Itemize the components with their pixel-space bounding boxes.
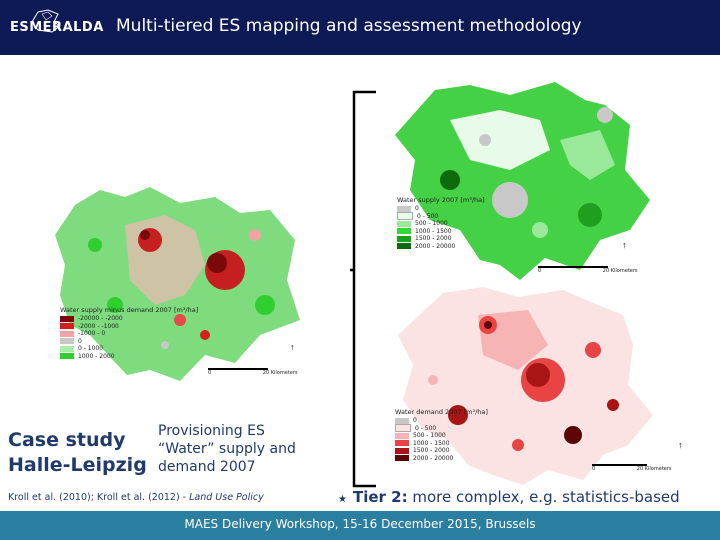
citation-text: Kroll et al. (2010); Kroll et al. (2012)… [8, 492, 190, 503]
scale-unit: Kilometers [644, 466, 672, 472]
legend-swatch [395, 417, 409, 424]
legend-swatch [60, 323, 74, 330]
tier-statement: ★ Tier 2: more complex, e.g. statistics-b… [338, 488, 680, 506]
legend-swatch [395, 447, 409, 454]
legend-label: 0 [415, 205, 419, 213]
legend-label: -1000 - 0 [78, 330, 106, 338]
top-right-map-scale-bar: 0 20 Kilometers [538, 266, 638, 274]
legend-label: 1000 - 1500 [413, 439, 450, 447]
left-map-scale-bar: 0 20 Kilometers [208, 368, 298, 376]
footer-bar: MAES Delivery Workshop, 15-16 December 2… [0, 511, 720, 540]
scale-unit: Kilometers [270, 370, 298, 376]
scale-zero: 0 [208, 370, 212, 376]
legend-label: 0 - 500 [415, 424, 437, 432]
legend-row: 1000 - 1500 [395, 440, 488, 448]
legend-swatch [397, 212, 413, 221]
legend-row: -20000 - -2000 [60, 315, 198, 323]
legend-label: 500 - 1000 [413, 432, 446, 440]
legend-row: 0 [395, 417, 488, 425]
scale-zero: 0 [538, 268, 542, 274]
legend-swatch [60, 345, 74, 352]
legend-row: 0 - 1000 [60, 345, 198, 353]
legend-row: 0 [397, 205, 485, 213]
legend-label: 2000 - 20000 [415, 242, 456, 250]
legend-swatch [395, 432, 409, 439]
legend-row: 2000 - 20000 [397, 243, 485, 251]
slide-title: Multi-tiered ES mapping and assessment m… [116, 16, 582, 36]
legend-swatch [395, 455, 409, 462]
legend-row: -1000 - 0 [60, 330, 198, 338]
legend-swatch [60, 338, 74, 345]
top-right-map-water-supply [395, 82, 650, 280]
legend-row: 500 - 1000 [395, 432, 488, 440]
citation: Kroll et al. (2010); Kroll et al. (2012)… [8, 492, 264, 503]
legend-label: 0 - 500 [417, 212, 439, 220]
legend-swatch [60, 315, 74, 322]
legend-label: -2000 - -1000 [78, 322, 119, 330]
provisioning-line1: Provisioning ES [158, 423, 265, 439]
legend-label: 1500 - 2000 [413, 447, 450, 455]
provisioning-line2: “Water” supply and [158, 441, 296, 457]
legend-row: -2000 - -1000 [60, 323, 198, 331]
bottom-right-map-legend: Water demand 2007 [m³/ha] 0 0 - 500 500 … [395, 408, 488, 462]
legend-title: Water demand 2007 [m³/ha] [395, 408, 488, 416]
north-arrow-icon: ↑ [622, 240, 627, 250]
esmeralda-logo-icon [31, 9, 61, 33]
north-arrow-icon: ↑ [290, 342, 295, 352]
bracket-connector [350, 90, 376, 488]
legend-swatch [397, 220, 411, 227]
legend-row: 0 - 500 [395, 424, 488, 433]
star-bullet-icon: ★ [338, 494, 347, 505]
legend-row: 0 [60, 338, 198, 346]
legend-swatch [395, 424, 411, 433]
legend-label: 0 - 1000 [78, 345, 104, 353]
legend-label: 1500 - 2000 [415, 235, 452, 243]
legend-swatch [395, 440, 409, 447]
legend-row: 1000 - 1500 [397, 228, 485, 236]
citation-journal: Land Use Policy [189, 492, 264, 503]
provisioning-description: Provisioning ES “Water” supply and deman… [158, 422, 296, 476]
top-right-map-legend: Water supply 2007 [m³/ha] 0 0 - 500 500 … [397, 196, 485, 250]
legend-label: 1000 - 2000 [78, 352, 115, 360]
legend-swatch [397, 205, 411, 212]
scale-end: 20 [602, 268, 610, 274]
scale-end: 20 [262, 370, 270, 376]
legend-swatch [397, 235, 411, 242]
scale-end: 20 [636, 466, 644, 472]
legend-row: 1000 - 2000 [60, 353, 198, 361]
legend-label: -20000 - -2000 [78, 315, 123, 323]
legend-label: 0 [413, 417, 417, 425]
left-map-legend: Water supply minus demand 2007 [m³/ha] -… [60, 306, 198, 360]
tier-label: Tier 2: [352, 488, 408, 506]
scale-zero: 0 [592, 466, 596, 472]
legend-row: 1500 - 2000 [397, 235, 485, 243]
provisioning-line3: demand 2007 [158, 459, 256, 475]
tier-description: more complex, e.g. statistics-based [407, 488, 680, 506]
case-study-label: Case study Halle-Leipzig [8, 428, 147, 478]
legend-title: Water supply minus demand 2007 [m³/ha] [60, 306, 199, 314]
scale-unit: Kilometers [610, 268, 638, 274]
legend-row: 0 - 500 [397, 212, 485, 221]
legend-swatch [397, 228, 411, 235]
legend-swatch [60, 330, 74, 337]
legend-label: 500 - 1000 [415, 220, 448, 228]
legend-row: 1500 - 2000 [395, 447, 488, 455]
legend-label: 0 [78, 337, 82, 345]
case-study-line2: Halle-Leipzig [8, 454, 147, 476]
left-map-supply-minus-demand [55, 187, 300, 381]
legend-swatch [397, 243, 411, 250]
legend-row: 500 - 1000 [397, 220, 485, 228]
footer-text: MAES Delivery Workshop, 15-16 December 2… [184, 517, 536, 531]
legend-row: 2000 - 20000 [395, 455, 488, 463]
case-study-line1: Case study [8, 429, 126, 451]
header-bar: ESMERALDA Multi-tiered ES mapping and as… [0, 0, 720, 55]
legend-title: Water supply 2007 [m³/ha] [397, 196, 485, 204]
legend-label: 1000 - 1500 [415, 227, 452, 235]
north-arrow-icon: ↑ [678, 440, 683, 450]
legend-label: 2000 - 20000 [413, 454, 454, 462]
legend-swatch [60, 353, 74, 360]
bottom-right-map-water-demand [398, 287, 653, 485]
bottom-right-map-scale-bar: 0 20 Kilometers [592, 464, 672, 472]
logo-text: ESMERALDA [10, 20, 104, 35]
